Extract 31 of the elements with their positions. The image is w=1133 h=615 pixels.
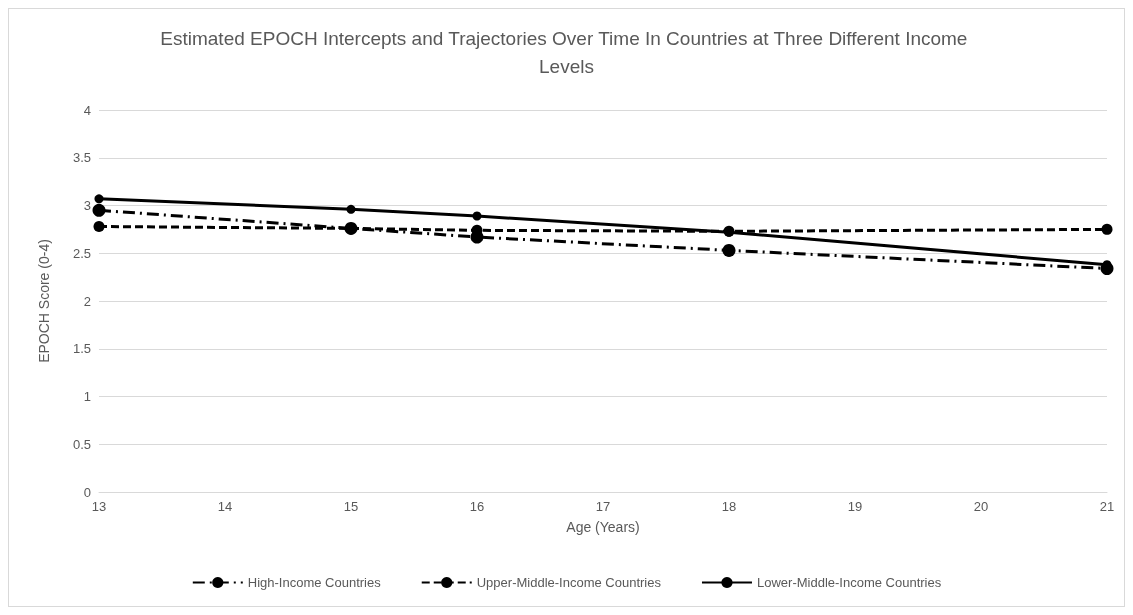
- legend-label: High-Income Countries: [247, 575, 382, 590]
- y-tick-label: 4: [83, 102, 91, 118]
- point: [346, 204, 356, 214]
- x-tick-label: 18: [721, 499, 737, 514]
- y-tick-label: 3.5: [72, 150, 91, 166]
- x-tick-label: 15: [343, 499, 359, 514]
- point: [472, 211, 482, 221]
- point: [722, 243, 736, 257]
- point: [1101, 223, 1113, 235]
- y-tick-label: 2.5: [72, 245, 91, 261]
- x-tick-label: 13: [91, 499, 107, 514]
- y-tick-label: 2: [83, 293, 91, 309]
- x-tick-label: 19: [847, 499, 863, 514]
- chart-title: Estimated EPOCH Intercepts and Trajectories Over Time In Countries at Three Different Income Levels: [160, 27, 973, 77]
- x-tick-label: 14: [217, 499, 233, 514]
- x-tick-label: 16: [469, 499, 485, 514]
- y-tick-label: 1: [83, 389, 91, 404]
- legend-label: Lower-Middle-Income Countries: [756, 575, 942, 590]
- point: [92, 203, 106, 217]
- point: [94, 194, 104, 204]
- y-tick-label: 1.5: [72, 341, 91, 357]
- x-tick-label: 20: [973, 499, 989, 514]
- y-tick-label: 0.5: [72, 436, 91, 452]
- legend-label: Upper-Middle-Income Countries: [476, 575, 662, 590]
- y-tick-label: 3: [83, 198, 91, 213]
- x-tick-label: 17: [595, 499, 611, 514]
- x-axis-title: Age (Years): [566, 519, 640, 535]
- point: [93, 221, 105, 233]
- y-axis-title: EPOCH Score (0-4): [36, 239, 52, 363]
- y-tick-label: 0: [83, 484, 91, 500]
- x-tick-label: 21: [1099, 499, 1115, 514]
